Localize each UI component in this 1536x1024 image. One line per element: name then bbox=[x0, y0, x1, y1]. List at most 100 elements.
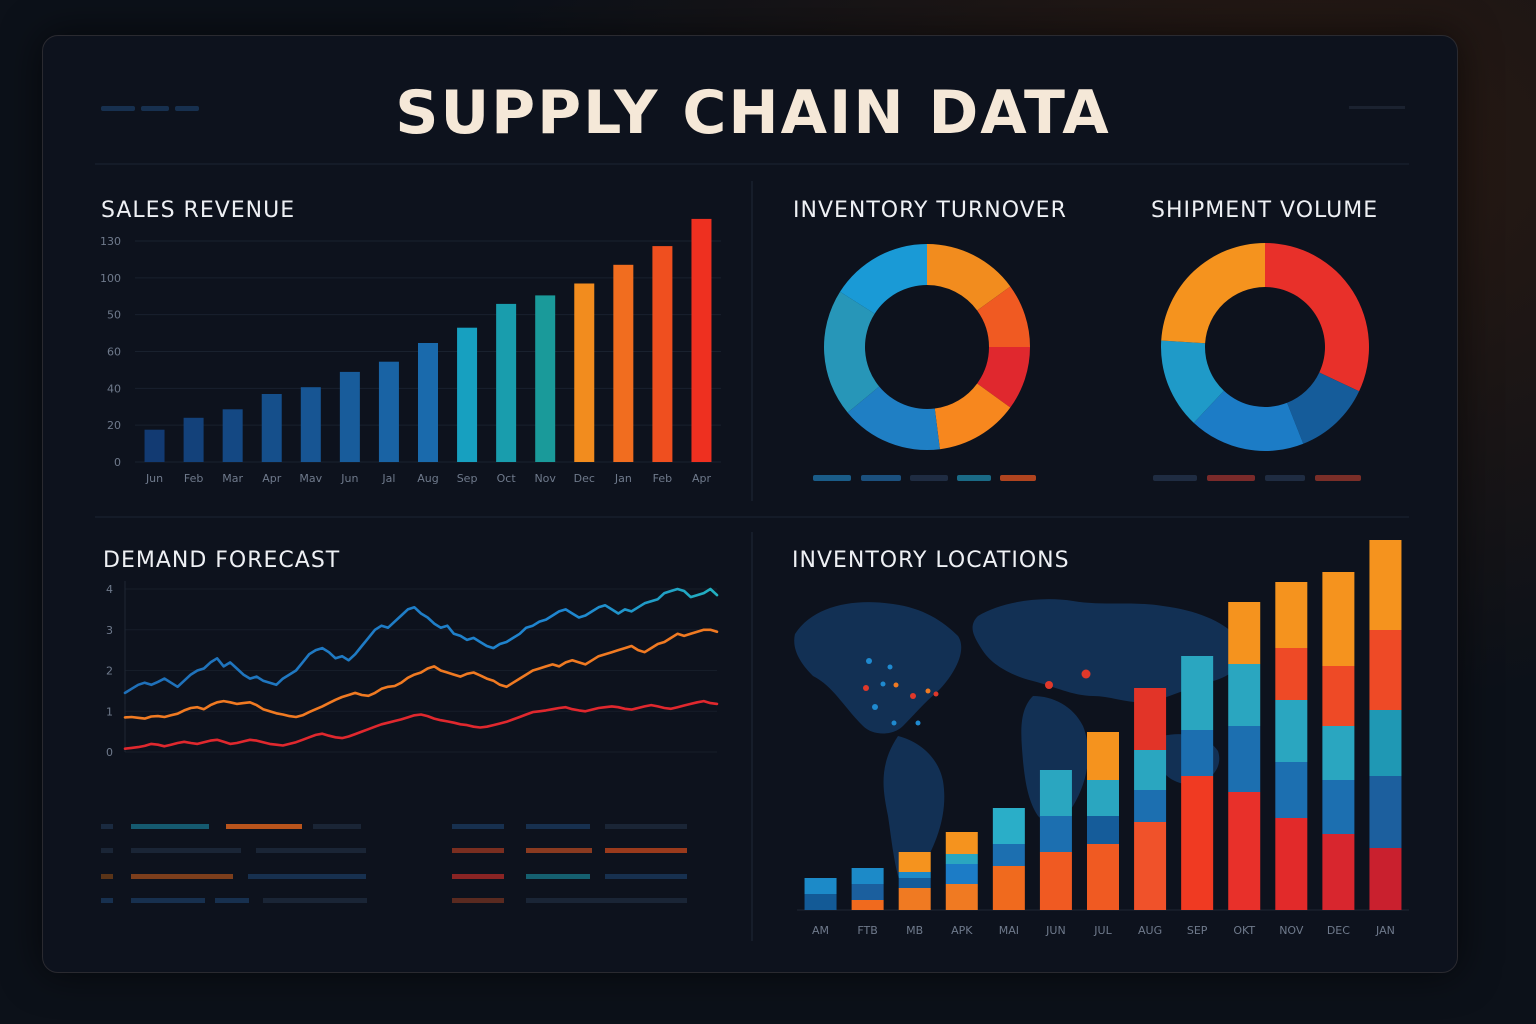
turnover-chart-slice bbox=[847, 386, 940, 450]
locations-bar-segment bbox=[1181, 776, 1214, 910]
locations-bar-segment bbox=[1275, 818, 1308, 910]
sales-x-tick: Jan bbox=[614, 472, 632, 485]
locations-bar-segment bbox=[851, 884, 884, 900]
sales-bar bbox=[691, 218, 712, 462]
sales-y-tick: 100 bbox=[100, 272, 121, 285]
locations-bar-segment bbox=[1228, 602, 1261, 664]
turnover-chart-slice bbox=[977, 347, 1030, 408]
sales-y-tick: 0 bbox=[114, 456, 121, 469]
locations-bar-segment bbox=[1369, 540, 1402, 630]
locations-bar-segment bbox=[1134, 822, 1167, 910]
locations-bar-segment bbox=[1322, 834, 1355, 910]
shipment-chart-slice bbox=[1161, 243, 1265, 344]
sales-revenue-title: SALES REVENUE bbox=[101, 198, 295, 223]
locations-bar-segment bbox=[1228, 664, 1261, 726]
locations-x-tick: NOV bbox=[1279, 924, 1304, 937]
locations-bar-segment bbox=[1134, 688, 1167, 750]
demand-y-tick: 1 bbox=[106, 705, 113, 718]
shipment-chart-slice bbox=[1161, 340, 1224, 423]
locations-bar-segment bbox=[1369, 776, 1402, 848]
sales-y-tick: 40 bbox=[107, 382, 121, 395]
shipment-volume-donut bbox=[1161, 243, 1369, 451]
locations-bar-segment bbox=[1369, 630, 1402, 710]
shipment-legend bbox=[1153, 475, 1361, 481]
locations-x-tick: MB bbox=[906, 924, 923, 937]
shipment-chart-slice bbox=[1287, 372, 1360, 444]
sales-bar bbox=[652, 246, 673, 462]
header-decor-right bbox=[1349, 106, 1405, 109]
sales-y-tick: 130 bbox=[100, 235, 121, 248]
sales-bar bbox=[535, 295, 556, 462]
locations-bar-segment bbox=[945, 864, 978, 884]
sales-bar bbox=[418, 343, 438, 462]
locations-bar-segment bbox=[945, 884, 978, 910]
sales-x-tick: Jun bbox=[145, 472, 163, 485]
locations-bar-segment bbox=[992, 844, 1025, 866]
locations-bar-segment bbox=[945, 832, 978, 854]
locations-bar-segment bbox=[804, 894, 837, 910]
inventory-locations-chart: AM FTB MB APK MAI JUN JUL AUG SEP OKT NOV DEC JAN bbox=[797, 540, 1409, 937]
sales-y-tick: 50 bbox=[107, 309, 121, 322]
sales-x-tick: Jal bbox=[381, 472, 395, 485]
sales-x-tick: Nov bbox=[534, 472, 556, 485]
locations-bar-segment bbox=[1134, 790, 1167, 822]
locations-bar-segment bbox=[804, 878, 837, 894]
sales-x-tick: Apr bbox=[262, 472, 282, 485]
sales-x-tick: Oct bbox=[497, 472, 517, 485]
locations-bar-segment bbox=[1369, 710, 1402, 776]
inventory-turnover-title: INVENTORY TURNOVER bbox=[793, 198, 1067, 223]
sales-x-tick: Dec bbox=[574, 472, 595, 485]
locations-bar-segment bbox=[1039, 816, 1072, 852]
locations-bar-segment bbox=[1322, 666, 1355, 726]
locations-bar-segment bbox=[992, 808, 1025, 844]
locations-bar-segment bbox=[1087, 816, 1119, 844]
sales-x-tick: Feb bbox=[653, 472, 672, 485]
locations-bar-segment bbox=[992, 866, 1025, 910]
locations-x-tick: FTB bbox=[857, 924, 877, 937]
locations-x-tick: JUL bbox=[1093, 924, 1112, 937]
locations-x-tick: JUN bbox=[1045, 924, 1066, 937]
sales-x-tick: Mar bbox=[222, 472, 243, 485]
demand-y-tick: 4 bbox=[106, 583, 113, 596]
locations-bar-segment bbox=[1322, 726, 1355, 780]
turnover-legend bbox=[813, 475, 1036, 481]
demand-y-tick: 2 bbox=[106, 665, 113, 678]
locations-bar-segment bbox=[1039, 770, 1072, 816]
locations-x-tick: JAN bbox=[1375, 924, 1395, 937]
sales-bar bbox=[183, 417, 204, 462]
locations-bar-segment bbox=[1275, 700, 1308, 762]
locations-bar-segment bbox=[851, 900, 884, 910]
locations-x-tick: DEC bbox=[1327, 924, 1350, 937]
locations-bar-segment bbox=[1275, 648, 1308, 700]
locations-x-tick: APK bbox=[951, 924, 973, 937]
world-map bbox=[794, 599, 1244, 882]
sales-bar bbox=[300, 387, 321, 462]
locations-bar-segment bbox=[1322, 572, 1355, 666]
sales-bar bbox=[574, 283, 595, 462]
sales-revenue-chart: 0 20 40 60 50 100 130 Jun Feb Mar Apr Mav Jun Jal Aug S… bbox=[100, 218, 721, 485]
sales-x-tick: Sep bbox=[457, 472, 478, 485]
sales-y-tick: 60 bbox=[107, 346, 121, 359]
locations-bar-segment bbox=[1134, 750, 1167, 790]
sales-x-tick: Aug bbox=[417, 472, 438, 485]
locations-bar-segment bbox=[1228, 792, 1261, 910]
demand-forecast-title: DEMAND FORECAST bbox=[103, 548, 340, 573]
locations-x-tick: AM bbox=[812, 924, 829, 937]
locations-bar-segment bbox=[851, 868, 884, 884]
locations-bar-segment bbox=[1039, 852, 1072, 910]
sales-bar bbox=[457, 327, 478, 462]
sales-bar bbox=[496, 303, 517, 462]
locations-bar-segment bbox=[1087, 780, 1119, 816]
demand-y-tick: 3 bbox=[106, 624, 113, 637]
locations-x-tick: AUG bbox=[1138, 924, 1162, 937]
inventory-turnover-donut bbox=[823, 244, 1030, 450]
sales-bar bbox=[339, 371, 360, 462]
shipment-volume-title: SHIPMENT VOLUME bbox=[1151, 198, 1378, 223]
locations-x-tick: SEP bbox=[1187, 924, 1208, 937]
demand-series-line bbox=[123, 699, 719, 750]
sales-bar bbox=[378, 361, 399, 462]
locations-bar-segment bbox=[945, 854, 978, 864]
inventory-locations-title: INVENTORY LOCATIONS bbox=[792, 548, 1070, 573]
sales-x-tick: Jun bbox=[340, 472, 358, 485]
sales-y-tick: 20 bbox=[107, 419, 121, 432]
